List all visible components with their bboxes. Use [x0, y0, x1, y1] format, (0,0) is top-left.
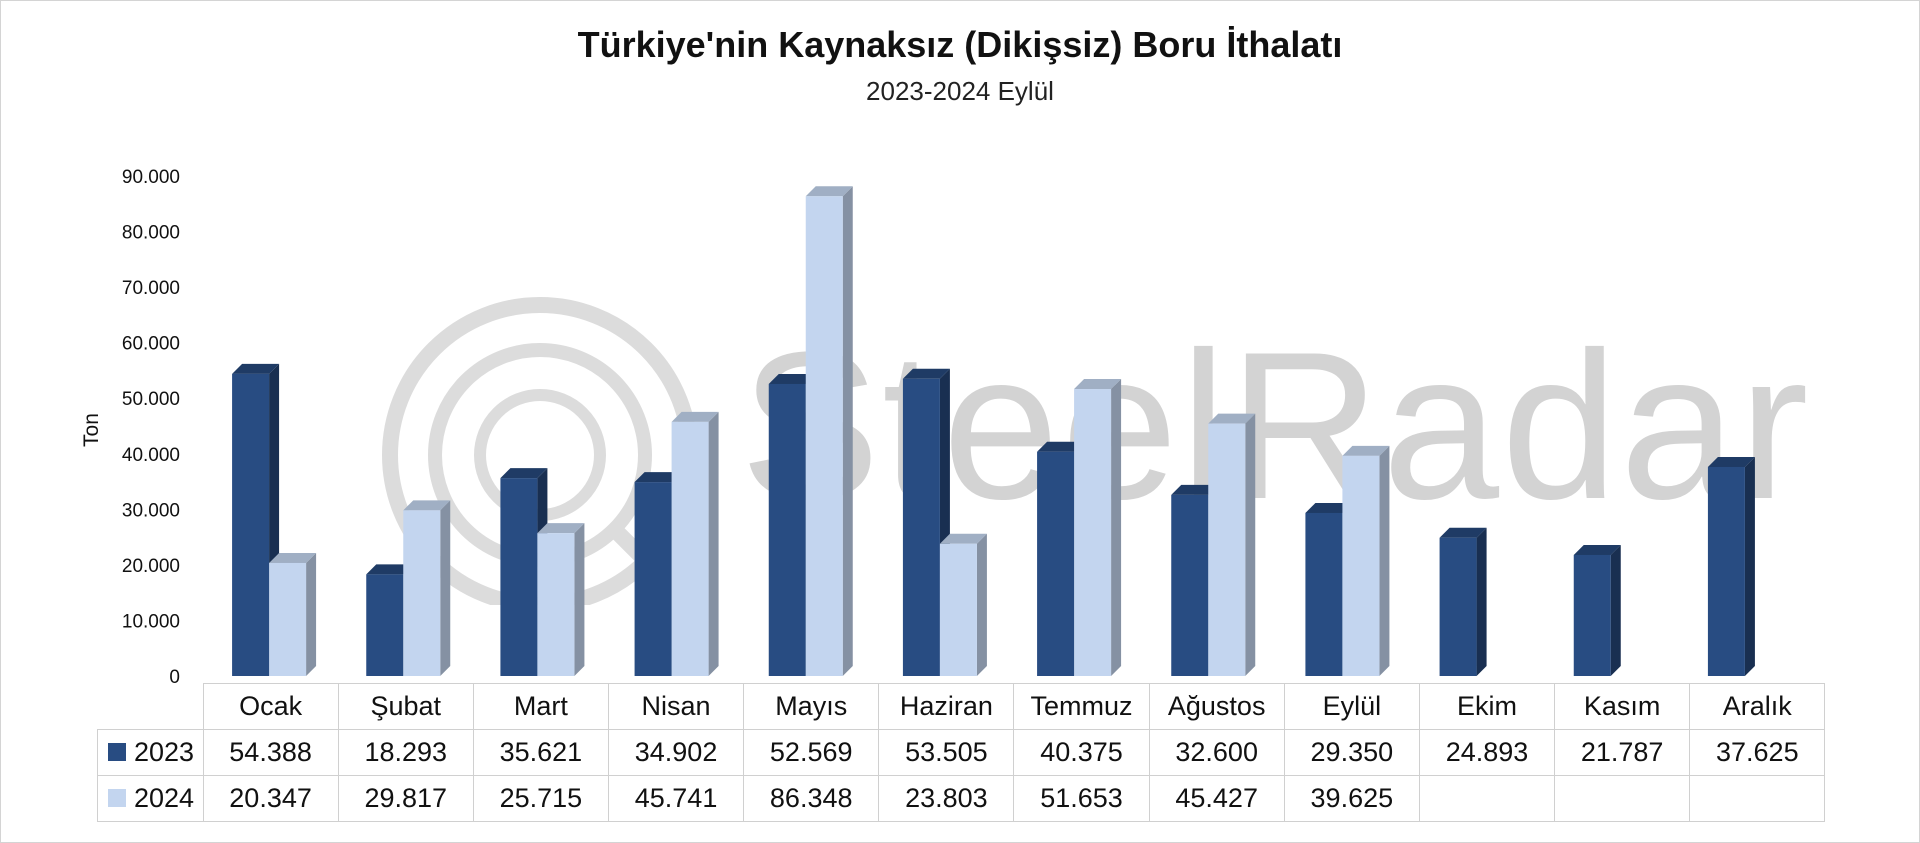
- y-tick-label: 0: [169, 667, 180, 688]
- data-value-label: 39.625: [1283, 775, 1420, 822]
- category-label: Ocak: [202, 683, 339, 730]
- bar-2024-Mart: [537, 523, 585, 676]
- bar-2024-Ağustos: [1208, 413, 1256, 676]
- data-value-label: 24.893: [1418, 729, 1556, 776]
- data-value-label: 34.902: [607, 729, 745, 776]
- category-label: Nisan: [607, 683, 745, 730]
- data-value-label: [1418, 775, 1556, 822]
- category-label: Eylül: [1283, 683, 1420, 730]
- bar-2024-Ocak: [269, 552, 317, 676]
- data-value-label: 40.375: [1013, 729, 1150, 776]
- bar-2024-Nisan: [671, 411, 719, 676]
- bar-2024-Eylül: [1342, 445, 1390, 676]
- legend-swatch: [108, 742, 126, 761]
- data-value-label: 20.347: [202, 775, 339, 822]
- legend-label: 2023: [134, 737, 195, 767]
- data-value-label: 86.348: [743, 775, 880, 822]
- legend-label: 2024: [134, 783, 195, 813]
- category-label: Ağustos: [1148, 683, 1285, 730]
- data-value-label: 23.803: [878, 775, 1015, 822]
- table-row: 2024 20.347 29.817 25.715 45.741 86.348 23.803…: [97, 775, 1826, 822]
- bar-2024-Mayıs: [805, 186, 853, 677]
- bar-2024-Şubat: [403, 500, 451, 676]
- y-tick-label: 90.000: [122, 167, 180, 188]
- data-value-label: 35.621: [472, 729, 609, 776]
- data-value-label: 18.293: [337, 729, 474, 776]
- legend-entry: 2024: [97, 775, 204, 822]
- data-value-label: 53.505: [878, 729, 1015, 776]
- data-value-label: 54.388: [202, 729, 339, 776]
- y-tick-label: 70.000: [122, 278, 180, 299]
- y-tick-label: 20.000: [122, 556, 180, 577]
- data-value-label: 45.741: [607, 775, 745, 822]
- bar-2024-Haziran: [939, 533, 987, 676]
- bar-2023-Kasım: [1573, 544, 1621, 676]
- y-tick-label: 30.000: [122, 500, 180, 521]
- data-value-label: 51.653: [1013, 775, 1150, 822]
- bar-series: [232, 186, 1755, 677]
- category-label: Kasım: [1554, 683, 1691, 730]
- y-axis-ticks: 0 10.000 20.000 30.000 40.000 50.000 60.000 70.…: [122, 167, 180, 688]
- category-label: Temmuz: [1013, 683, 1150, 730]
- table-row: 2023 54.388 18.293 35.621 34.902 52.569 53.505…: [97, 729, 1826, 776]
- data-value-label: 29.350: [1283, 729, 1420, 776]
- data-table: Ocak Şubat Mart Nisan Mayıs Haziran Temmuz Ağus…: [97, 683, 1826, 822]
- bar-2023-Ekim: [1439, 527, 1487, 676]
- data-value-label: 32.600: [1148, 729, 1285, 776]
- y-tick-label: 40.000: [122, 445, 180, 466]
- category-label: Şubat: [337, 683, 474, 730]
- table-corner: [98, 684, 204, 730]
- data-value-label: 45.427: [1148, 775, 1285, 822]
- category-label: Mart: [472, 683, 609, 730]
- y-tick-label: 80.000: [122, 223, 180, 244]
- bar-2023-Eylül: [1305, 502, 1353, 676]
- table-header-row: Ocak Şubat Mart Nisan Mayıs Haziran Temmuz Ağus…: [98, 683, 1826, 730]
- data-value-label: [1689, 775, 1826, 822]
- data-value-label: 37.625: [1689, 729, 1826, 776]
- category-label: Haziran: [878, 683, 1015, 730]
- category-label: Aralık: [1689, 683, 1826, 730]
- data-value-label: 21.787: [1554, 729, 1691, 776]
- data-value-label: 29.817: [337, 775, 474, 822]
- legend-entry: 2023: [97, 729, 204, 776]
- category-label: Ekim: [1418, 683, 1556, 730]
- bar-2023-Aralık: [1707, 456, 1755, 676]
- y-tick-label: 60.000: [122, 334, 180, 355]
- data-value-label: [1554, 775, 1691, 822]
- data-value-label: 52.569: [743, 729, 880, 776]
- data-value-label: 25.715: [472, 775, 609, 822]
- y-tick-label: 10.000: [122, 611, 180, 632]
- category-label: Mayıs: [743, 683, 880, 730]
- chart-title: Türkiye'nin Kaynaksız (Dikişsiz) Boru İt…: [577, 24, 1343, 65]
- y-tick-label: 50.000: [122, 389, 180, 410]
- bar-2024-Temmuz: [1074, 379, 1122, 676]
- legend-swatch: [108, 788, 126, 807]
- chart-subtitle: 2023-2024 Eylül: [866, 76, 1054, 106]
